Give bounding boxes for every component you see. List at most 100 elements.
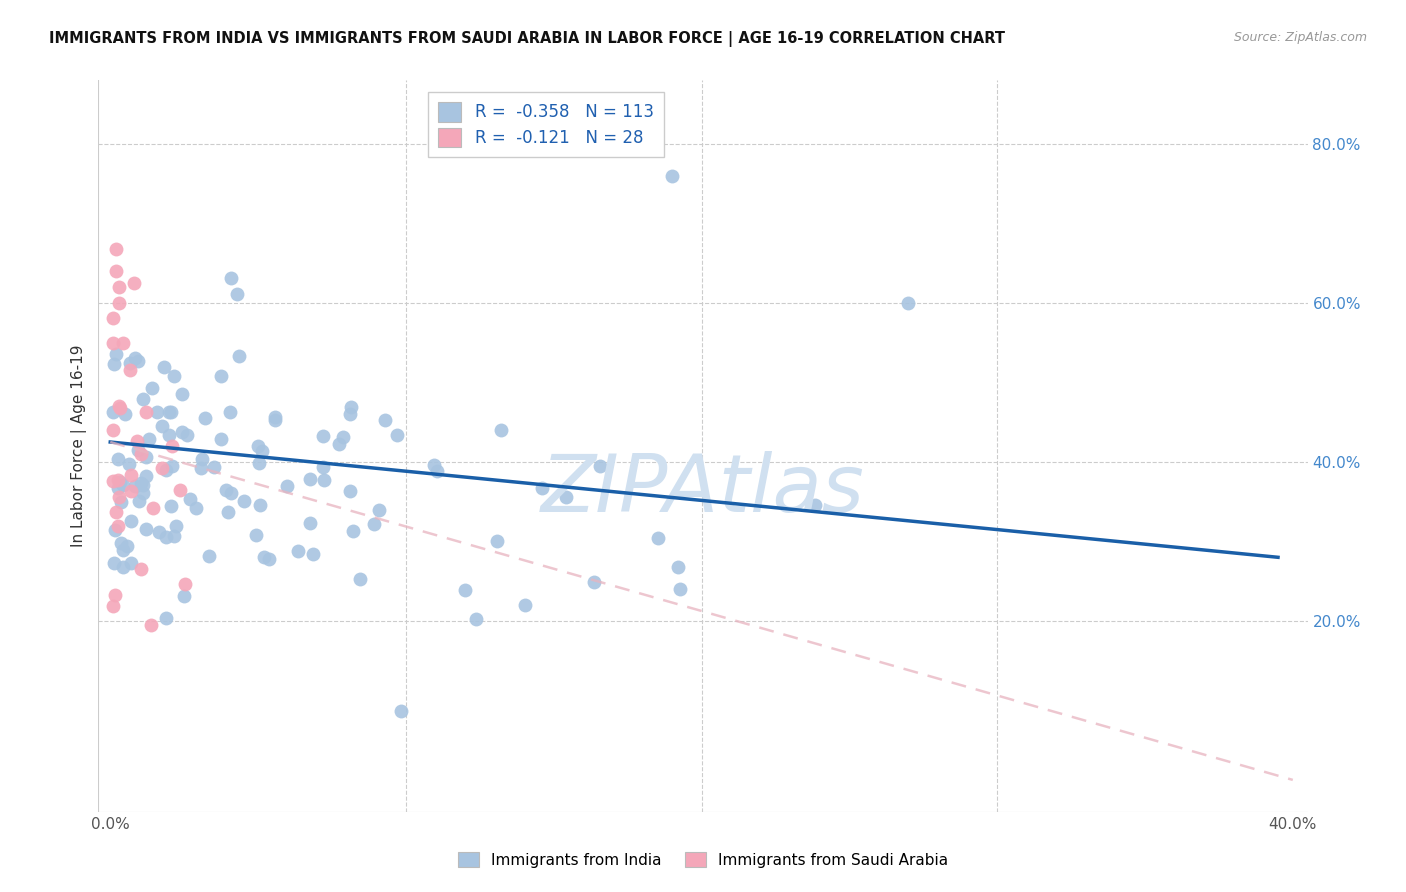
Point bbox=[422, 458, 444, 473]
Point bbox=[374, 413, 396, 427]
Point bbox=[897, 296, 920, 310]
Point bbox=[252, 444, 274, 458]
Point bbox=[111, 559, 134, 574]
Point bbox=[198, 549, 221, 564]
Point bbox=[249, 499, 271, 513]
Point bbox=[120, 484, 142, 499]
Point bbox=[349, 573, 371, 587]
Point bbox=[107, 451, 129, 466]
Point bbox=[245, 527, 267, 541]
Point bbox=[124, 351, 146, 365]
Point bbox=[141, 381, 163, 395]
Legend: Immigrants from India, Immigrants from Saudi Arabia: Immigrants from India, Immigrants from S… bbox=[451, 846, 955, 873]
Point bbox=[589, 458, 612, 473]
Y-axis label: In Labor Force | Age 16-19: In Labor Force | Age 16-19 bbox=[72, 344, 87, 548]
Point bbox=[661, 169, 683, 183]
Point bbox=[312, 460, 335, 475]
Point bbox=[127, 354, 149, 368]
Point bbox=[426, 464, 449, 478]
Point bbox=[114, 407, 136, 421]
Point bbox=[155, 611, 177, 625]
Point bbox=[155, 530, 177, 544]
Point bbox=[363, 516, 385, 531]
Point bbox=[118, 363, 141, 377]
Point bbox=[148, 525, 170, 540]
Point bbox=[127, 442, 149, 457]
Point bbox=[299, 516, 322, 531]
Point bbox=[103, 474, 125, 488]
Point bbox=[124, 479, 146, 493]
Point bbox=[489, 423, 512, 437]
Point bbox=[110, 495, 132, 509]
Point bbox=[160, 499, 183, 513]
Point bbox=[233, 494, 256, 508]
Point bbox=[146, 404, 169, 418]
Text: ZIPAtlas: ZIPAtlas bbox=[541, 450, 865, 529]
Point bbox=[107, 519, 129, 533]
Point bbox=[142, 501, 165, 516]
Point bbox=[454, 583, 477, 598]
Point bbox=[173, 576, 195, 591]
Point bbox=[332, 430, 354, 444]
Point bbox=[669, 582, 692, 597]
Point bbox=[157, 405, 180, 419]
Point bbox=[513, 599, 536, 613]
Point bbox=[342, 524, 364, 539]
Point bbox=[163, 528, 186, 542]
Point bbox=[135, 522, 157, 536]
Point bbox=[132, 478, 155, 492]
Point bbox=[555, 491, 578, 505]
Point bbox=[530, 481, 553, 495]
Point bbox=[131, 447, 153, 461]
Point bbox=[108, 475, 131, 490]
Point bbox=[103, 423, 125, 437]
Point bbox=[139, 617, 162, 632]
Point bbox=[340, 401, 363, 415]
Point bbox=[209, 369, 232, 384]
Point bbox=[135, 450, 157, 464]
Point bbox=[103, 357, 125, 371]
Point bbox=[108, 401, 131, 416]
Point bbox=[135, 405, 157, 419]
Point bbox=[179, 492, 201, 507]
Point bbox=[112, 478, 135, 492]
Point bbox=[135, 469, 157, 483]
Point bbox=[138, 433, 160, 447]
Point bbox=[247, 439, 270, 453]
Point bbox=[170, 425, 193, 440]
Point bbox=[129, 562, 152, 576]
Point bbox=[105, 504, 128, 518]
Point bbox=[228, 349, 250, 363]
Point bbox=[120, 356, 142, 370]
Point bbox=[209, 432, 232, 446]
Point bbox=[105, 264, 128, 278]
Point bbox=[172, 386, 194, 401]
Point bbox=[647, 531, 669, 545]
Point bbox=[157, 428, 180, 442]
Point bbox=[328, 437, 350, 451]
Point bbox=[160, 459, 183, 474]
Point bbox=[150, 461, 173, 475]
Point bbox=[121, 467, 143, 482]
Point bbox=[128, 494, 150, 508]
Point bbox=[122, 276, 145, 290]
Point bbox=[169, 483, 191, 498]
Point bbox=[193, 411, 215, 425]
Point bbox=[111, 336, 134, 351]
Point bbox=[219, 270, 242, 285]
Point bbox=[104, 347, 127, 361]
Point bbox=[666, 559, 689, 574]
Point bbox=[298, 472, 321, 486]
Point bbox=[186, 500, 208, 515]
Point bbox=[163, 368, 186, 383]
Point bbox=[339, 407, 361, 421]
Point bbox=[215, 483, 238, 497]
Point bbox=[226, 286, 249, 301]
Point bbox=[257, 552, 280, 566]
Point bbox=[389, 704, 412, 718]
Point bbox=[217, 505, 239, 519]
Point bbox=[159, 405, 181, 419]
Point bbox=[287, 544, 309, 558]
Point bbox=[155, 463, 177, 477]
Point bbox=[385, 428, 408, 442]
